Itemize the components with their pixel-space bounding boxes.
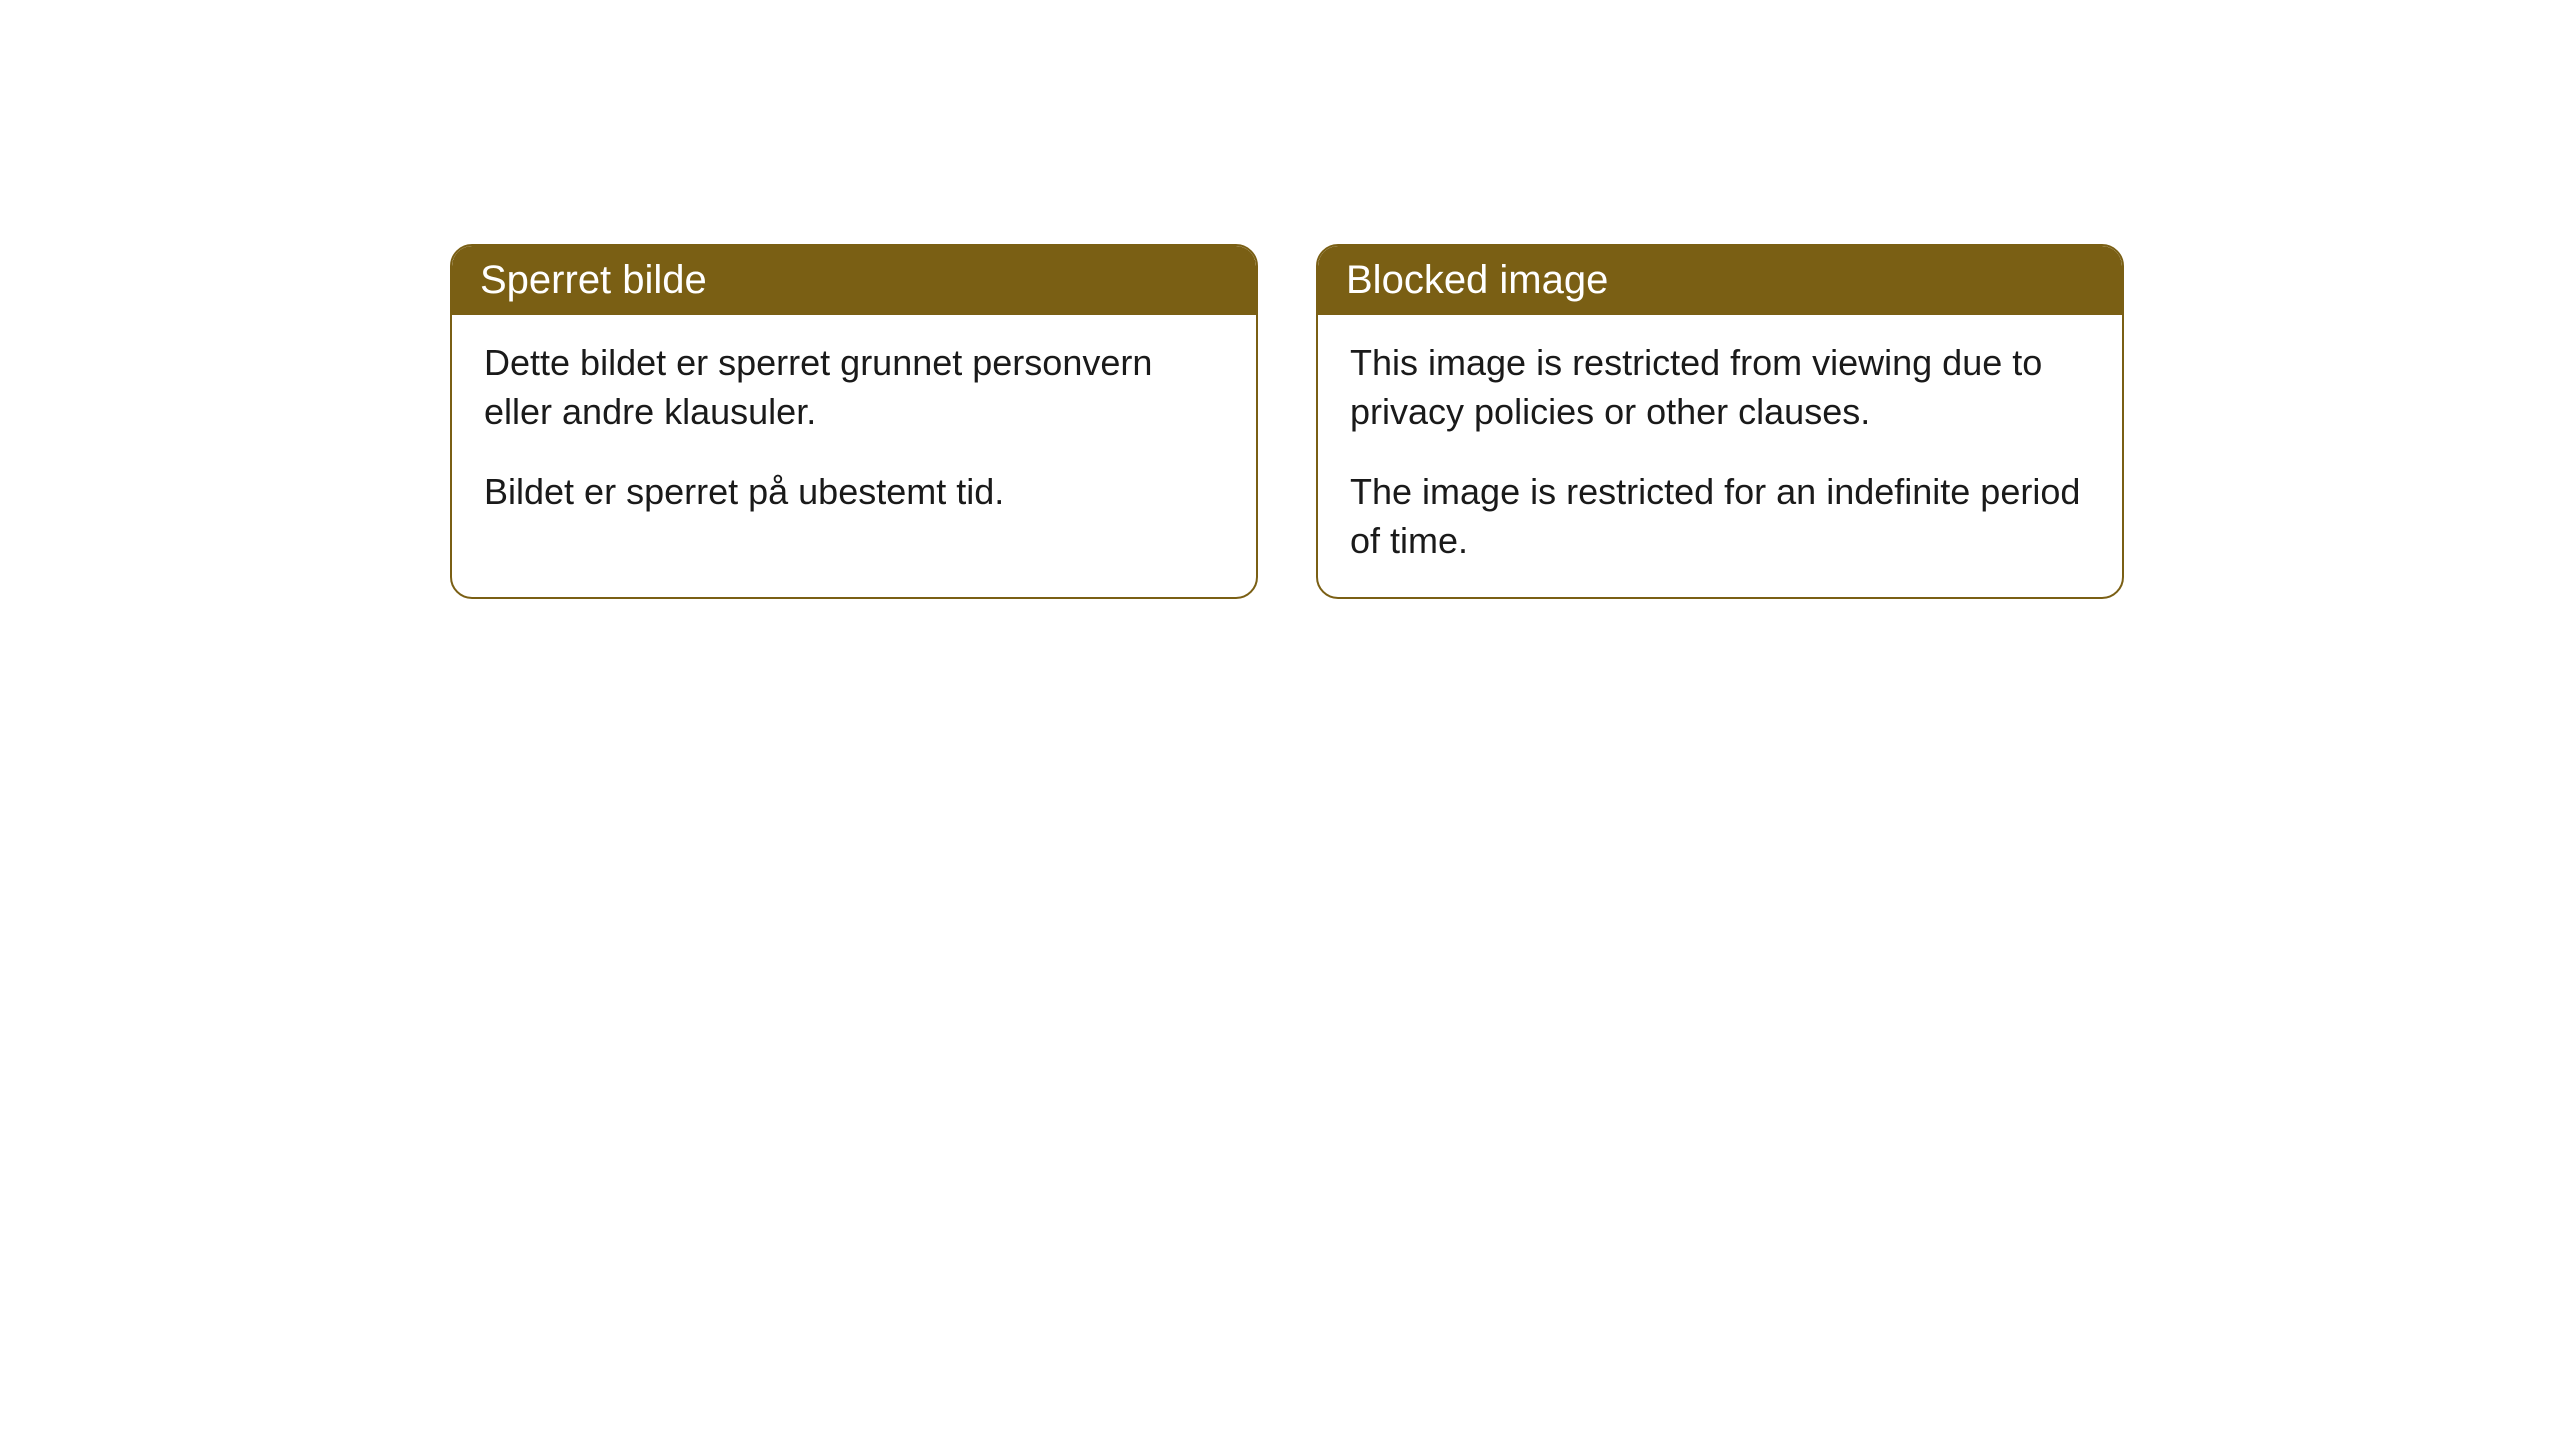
card-english: Blocked image This image is restricted f… [1316,244,2124,599]
card-paragraph-2: The image is restricted for an indefinit… [1350,468,2090,565]
card-norwegian: Sperret bilde Dette bildet er sperret gr… [450,244,1258,599]
card-header-norwegian: Sperret bilde [452,246,1256,315]
card-body-english: This image is restricted from viewing du… [1318,315,2122,597]
cards-container: Sperret bilde Dette bildet er sperret gr… [450,244,2124,599]
card-header-english: Blocked image [1318,246,2122,315]
card-body-norwegian: Dette bildet er sperret grunnet personve… [452,315,1256,549]
card-paragraph-1: This image is restricted from viewing du… [1350,339,2090,436]
card-paragraph-1: Dette bildet er sperret grunnet personve… [484,339,1224,436]
card-paragraph-2: Bildet er sperret på ubestemt tid. [484,468,1224,517]
